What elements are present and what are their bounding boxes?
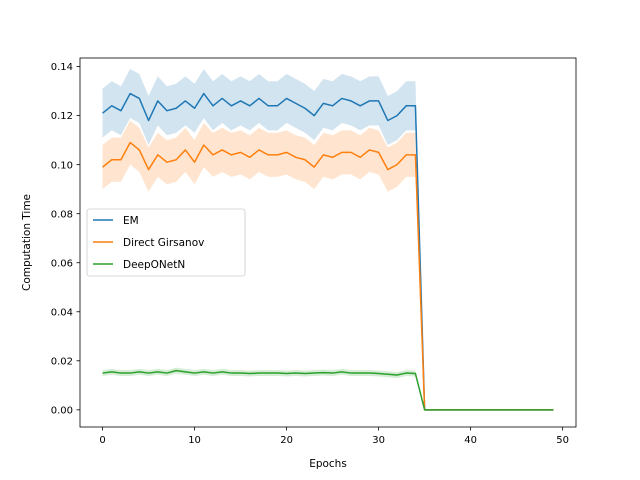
legend: EM Direct Girsanov DeepONetN [86,208,246,277]
y-axis-ticks: 0.00 0.02 0.04 0.06 0.08 0.10 0.12 0.14 [51,62,80,416]
confidence-bands [102,69,554,410]
y-tick-label: 0.04 [51,307,73,318]
series-lines [102,92,554,411]
y-axis-label: Computation Time [21,194,33,291]
band-deeponetn [102,367,554,410]
y-tick-label: 0.14 [51,62,73,73]
y-tick-label: 0.10 [51,160,73,171]
legend-label: EM [123,215,139,227]
legend-box [86,208,246,277]
plot-frame [79,57,577,428]
x-tick-label: 50 [556,435,569,446]
y-tick-label: 0.00 [51,405,73,416]
legend-label: Direct Girsanov [123,237,204,249]
x-tick-label: 0 [99,435,105,446]
y-tick-label: 0.06 [51,258,73,269]
y-tick-label: 0.02 [51,356,73,367]
x-axis-label: Epochs [309,458,347,470]
line-deeponetn [102,369,554,411]
y-tick-label: 0.12 [51,111,73,122]
x-tick-label: 10 [188,435,201,446]
y-tick-label: 0.08 [51,209,73,220]
band-direct-girsanov [102,120,554,410]
legend-label: DeepONetN [123,259,185,271]
x-tick-label: 40 [464,435,477,446]
x-tick-label: 30 [372,435,385,446]
band-em [102,69,554,410]
x-axis-ticks: 0 10 20 30 40 50 [99,427,569,446]
x-tick-label: 20 [280,435,293,446]
